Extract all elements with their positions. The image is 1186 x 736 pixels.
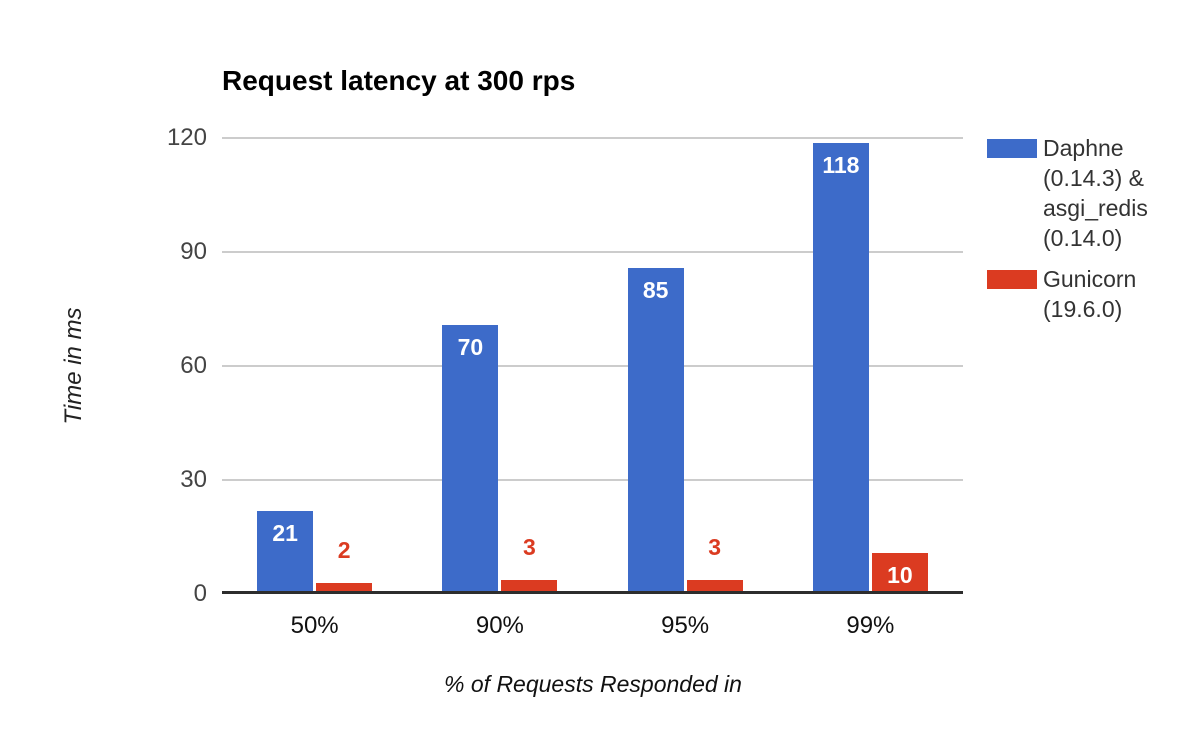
x-tick-label: 90% <box>475 612 524 639</box>
legend-swatch <box>987 139 1037 158</box>
legend-label-line: (19.6.0) <box>1043 296 1123 322</box>
y-tick-label: 90 <box>180 238 207 265</box>
legend-label: Gunicorn (19.6.0) <box>1043 264 1136 324</box>
legend-label-line: Daphne <box>1043 135 1124 161</box>
bar-value-label: 3 <box>708 533 722 560</box>
bar-series1-90% <box>442 325 499 591</box>
bar-series1-99% <box>812 142 869 591</box>
bar-series2-90% <box>501 579 558 591</box>
x-tick-label: 99% <box>846 612 895 639</box>
legend-label-line: asgi_redis <box>1043 195 1148 221</box>
legend-label: Daphne (0.14.3) & asgi_redis (0.14.0) <box>1043 133 1148 253</box>
x-tick-label: 95% <box>661 612 710 639</box>
bar-series1-95% <box>627 268 684 591</box>
bar-value-label: 85 <box>642 277 669 303</box>
y-tick-label: 0 <box>193 580 207 607</box>
legend-label-line: (0.14.3) & <box>1043 165 1144 191</box>
bar-series1-50% <box>257 511 314 591</box>
legend-swatch <box>987 270 1037 289</box>
gridline <box>222 479 963 481</box>
bar-value-label: 118 <box>822 151 860 178</box>
legend-entry: Gunicorn (19.6.0) <box>987 264 1177 324</box>
y-axis-title: Time in ms <box>60 307 87 425</box>
bar-series2-99% <box>871 553 928 591</box>
gridline <box>222 137 963 139</box>
legend-label-line: (0.14.0) <box>1043 225 1123 251</box>
bar-value-label: 70 <box>457 334 484 360</box>
legend-label-line: Gunicorn <box>1043 266 1137 292</box>
x-tick-label: 50% <box>290 612 339 639</box>
bar-value-label: 2 <box>337 537 351 564</box>
bar-series2-50% <box>316 583 373 591</box>
y-tick-label: 30 <box>180 466 207 493</box>
y-tick-label: 60 <box>180 352 207 379</box>
x-axis-title: % of Requests Responded in <box>444 671 742 697</box>
chart-title: Request latency at 300 rps <box>222 65 576 96</box>
bar-series2-95% <box>686 579 743 591</box>
legend: Daphne (0.14.3) & asgi_redis (0.14.0) Gunico… <box>987 133 1177 335</box>
bar-value-label: 3 <box>522 533 536 560</box>
gridline <box>222 251 963 253</box>
gridline <box>222 365 963 367</box>
y-tick-label: 120 <box>166 124 207 151</box>
legend-entry: Daphne (0.14.3) & asgi_redis (0.14.0) <box>987 133 1177 253</box>
bar-value-label: 21 <box>272 520 298 547</box>
bar-value-label: 10 <box>887 562 913 588</box>
plot-area: 21 2 70 3 85 3 118 10 <box>222 137 963 594</box>
